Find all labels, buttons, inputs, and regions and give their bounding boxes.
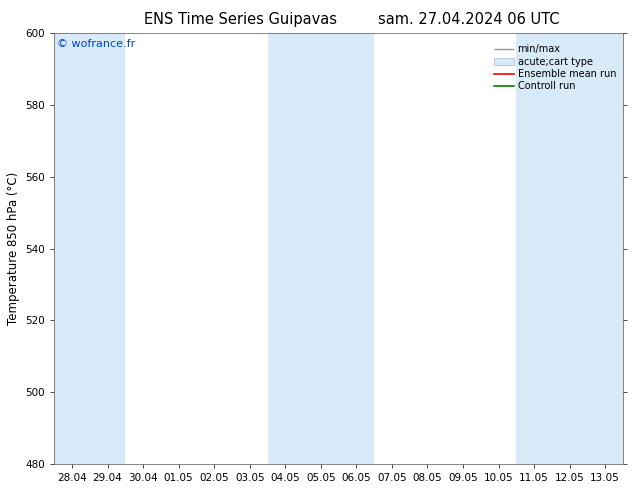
Bar: [587, 33, 623, 464]
Bar: [552, 33, 587, 464]
Bar: [339, 33, 374, 464]
Text: ENS Time Series Guipavas: ENS Time Series Guipavas: [145, 12, 337, 27]
Text: © wofrance.fr: © wofrance.fr: [57, 40, 136, 49]
Text: sam. 27.04.2024 06 UTC: sam. 27.04.2024 06 UTC: [378, 12, 560, 27]
Legend: min/max, acute;cart type, Ensemble mean run, Controll run: min/max, acute;cart type, Ensemble mean …: [493, 42, 618, 94]
Bar: [90, 33, 126, 464]
Bar: [303, 33, 339, 464]
Bar: [268, 33, 303, 464]
Bar: [516, 33, 552, 464]
Y-axis label: Temperature 850 hPa (°C): Temperature 850 hPa (°C): [7, 172, 20, 325]
Bar: [55, 33, 90, 464]
